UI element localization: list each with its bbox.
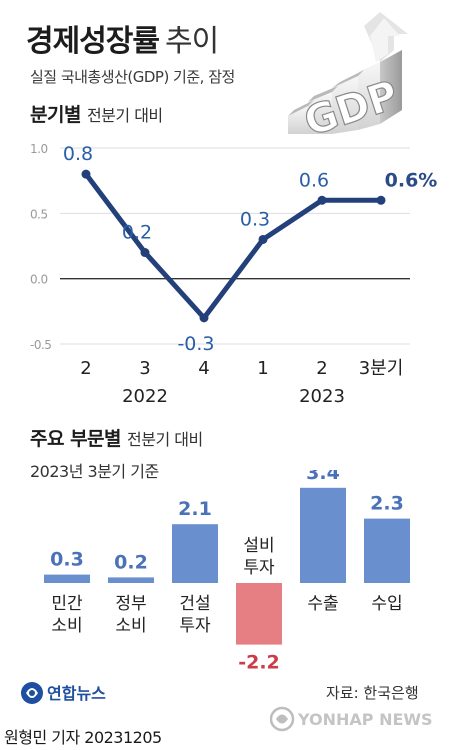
gdp-bar-graphic: GDP: [288, 12, 408, 136]
year-label: 2023: [299, 386, 345, 407]
x-tick-label: 4: [198, 358, 209, 379]
data-point: [376, 195, 386, 205]
section-sector-title: 주요 부문별: [30, 428, 122, 450]
bar-value-label: 2.1: [178, 498, 212, 520]
data-label: 0.6%: [385, 169, 438, 191]
bar-value-label: 2.3: [370, 493, 404, 515]
data-label: 0.8: [63, 143, 93, 165]
year-label: 2022: [122, 386, 168, 407]
byline: 원형민 기자 20231205: [4, 728, 162, 747]
bar-category-label: 정부: [115, 594, 146, 614]
x-tick-label: 2: [80, 358, 91, 379]
bar-value-label: 3.4: [306, 470, 340, 484]
bar: [300, 487, 346, 583]
bar-category-label: 소비: [51, 616, 82, 636]
data-label: 0.3: [240, 208, 270, 230]
x-tick-label: 3분기: [359, 358, 404, 379]
bar-value-label: 0.2: [114, 551, 148, 573]
watermark-icon: [270, 706, 295, 732]
yonhap-news-watermark: YONHAP NEWS: [270, 706, 433, 732]
data-point: [317, 195, 327, 205]
data-label: 0.2: [122, 222, 152, 244]
bar-category-label: 설비: [243, 536, 274, 556]
section-quarterly-heading: 분기별 전분기 대비: [30, 100, 163, 127]
bar-category-label: 수입: [371, 594, 402, 614]
bar: [44, 574, 90, 583]
bar-category-label: 투자: [179, 616, 211, 636]
data-point: [258, 234, 268, 244]
x-tick-label: 2: [316, 358, 327, 379]
bar: [236, 583, 282, 645]
growth-series-line: [84, 172, 381, 321]
y-tick-label: -0.5: [30, 338, 51, 352]
bar: [172, 524, 218, 583]
section-quarterly-title: 분기별: [30, 104, 81, 126]
bar-value-label: -2.2: [238, 652, 280, 670]
x-tick-label: 3: [139, 358, 150, 379]
section-sector-heading: 주요 부문별 전분기 대비: [30, 424, 203, 451]
x-tick-label: 1: [257, 358, 268, 379]
data-label: -0.3: [177, 333, 214, 355]
bar-category-label: 수출: [307, 594, 338, 614]
source-note: 자료: 한국은행: [326, 684, 419, 702]
y-tick-label: 1.0: [30, 142, 48, 156]
section-sector-basis: 2023년 3분기 기준: [30, 462, 159, 481]
yonhap-logo: 연합뉴스: [21, 682, 106, 704]
bar: [108, 577, 154, 583]
subtitle: 실질 국내총생산(GDP) 기준, 잠정: [30, 68, 235, 86]
yonhap-logo-text: 연합뉴스: [47, 684, 106, 703]
page-title: 경제성장률 추이: [26, 16, 219, 60]
y-tick-label: 0.0: [30, 273, 48, 287]
data-label: 0.6: [299, 169, 329, 191]
quarterly-growth-line-chart: 1.0 0.5 0.0 -0.5 0.8 0.2 -0.3 0.3 0.6 0.6% 2 3 4 1 2…: [30, 142, 438, 407]
data-point: [140, 248, 150, 258]
data-point: [199, 313, 209, 323]
bar-category-label: 소비: [115, 616, 146, 636]
bar-category-label: 투자: [243, 558, 275, 578]
data-point: [81, 169, 91, 179]
y-tick-label: 0.5: [30, 207, 48, 221]
title-suffix: 추이: [165, 24, 219, 59]
bar-category-label: 민간: [51, 594, 83, 614]
bar-category-label: 건설: [179, 594, 210, 614]
title-text: 경제성장률: [26, 24, 160, 59]
watermark-text: YONHAP NEWS: [297, 710, 433, 729]
section-quarterly-note: 전분기 대비: [86, 106, 163, 125]
bar: [364, 518, 410, 583]
bar-value-label: 0.3: [50, 549, 84, 571]
section-sector-note: 전분기 대비: [127, 430, 203, 449]
